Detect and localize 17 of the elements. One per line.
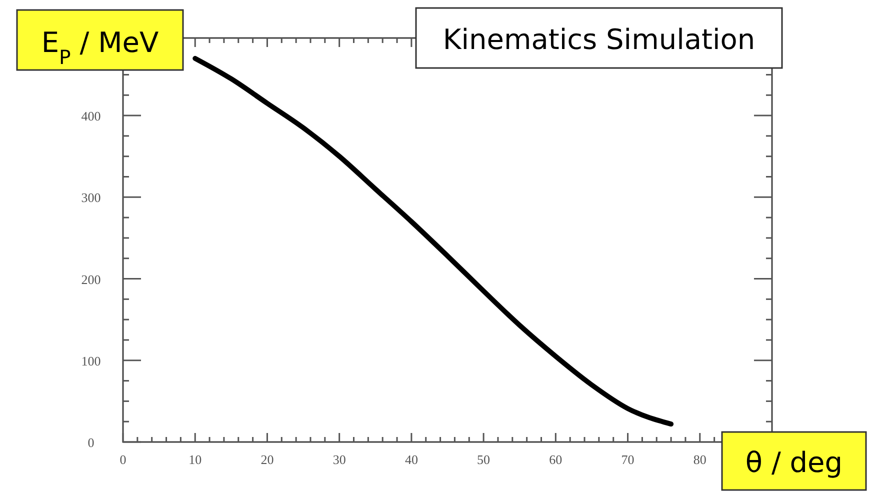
x-tick-label: 10: [188, 452, 202, 467]
y-tick-label: 0: [88, 435, 94, 450]
x-tick-label: 30: [332, 452, 346, 467]
x-tick-label: 40: [404, 452, 418, 467]
chart-title: Kinematics Simulation: [442, 23, 756, 56]
x-axis-title: θ / deg: [745, 446, 843, 479]
x-tick-label: 60: [549, 452, 562, 467]
y-tick-label: 400: [81, 108, 101, 124]
y-axis-title: E$_{P}$ / MeV: [41, 26, 159, 68]
y-tick-label: 200: [81, 272, 101, 287]
x-tick-label: 80: [693, 452, 706, 467]
x-tick-label: 20: [260, 452, 274, 467]
x-tick-label: 0: [120, 452, 126, 467]
x-tick-label: 70: [621, 452, 634, 467]
y-tick-label: 100: [81, 353, 101, 368]
x-tick-label: 50: [477, 452, 490, 467]
y-tick-label: 300: [81, 190, 101, 206]
